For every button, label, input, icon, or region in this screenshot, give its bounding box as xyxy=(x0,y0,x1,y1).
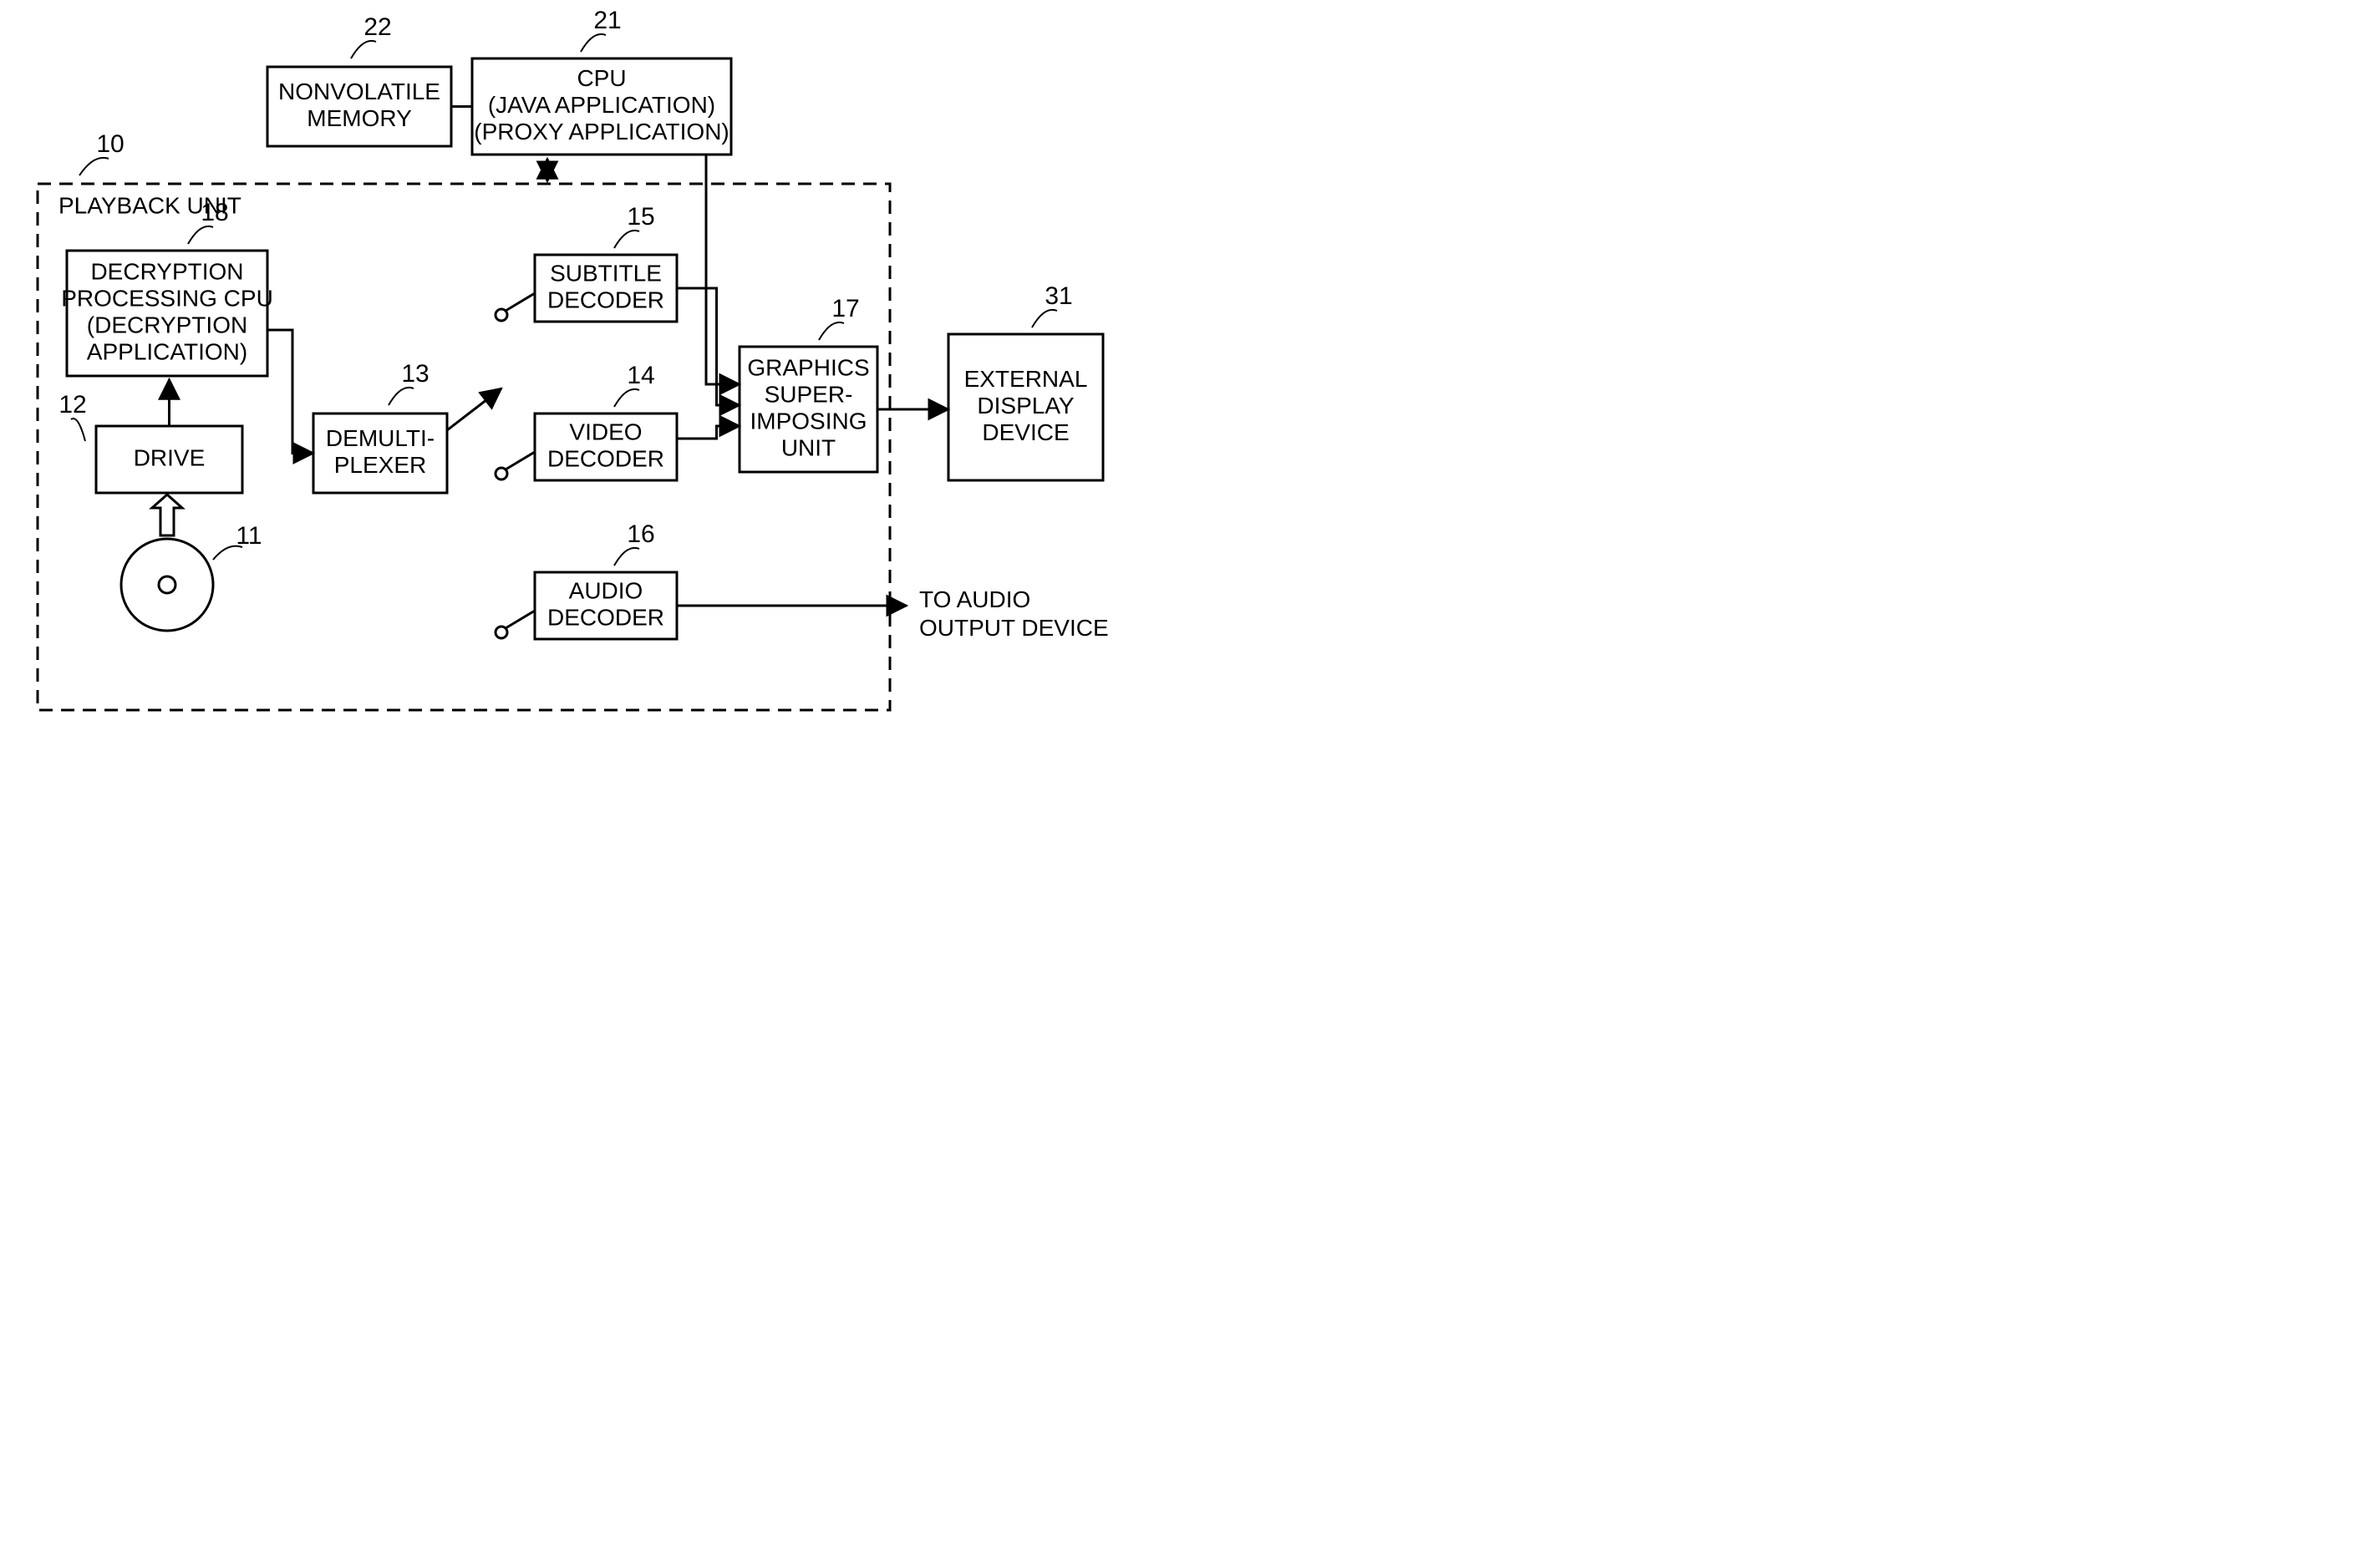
display-label: DISPLAY xyxy=(977,393,1075,419)
decrypt-label: PROCESSING CPU xyxy=(61,285,273,311)
display-label: DEVICE xyxy=(982,419,1069,445)
cpu-label: CPU xyxy=(577,65,626,91)
audio-label: DECODER xyxy=(547,604,664,630)
audio-refnum: 16 xyxy=(627,520,654,548)
display-refnum: 31 xyxy=(1045,282,1072,310)
graphics-label: UNIT xyxy=(781,434,836,460)
audio-output-label: TO AUDIO OUTPUT DEVICE xyxy=(919,586,1109,641)
graphics-label: SUPER- xyxy=(765,381,853,407)
cpu-refnum: 21 xyxy=(593,7,621,34)
video-label: DECODER xyxy=(547,445,664,471)
demux-refnum: 13 xyxy=(401,360,429,388)
video-refnum: 14 xyxy=(627,362,654,389)
audio-label: AUDIO xyxy=(569,577,643,603)
blocks-group: NONVOLATILEMEMORY CPU(JAVA APPLICATION)(P… xyxy=(61,58,1103,639)
graphics-refnum: 17 xyxy=(831,295,859,322)
subtitle-refnum: 15 xyxy=(627,203,654,231)
display-label: EXTERNAL xyxy=(964,366,1088,392)
demux-label: PLEXER xyxy=(334,452,427,478)
nvmem-label: MEMORY xyxy=(307,105,412,131)
decrypt-label: DECRYPTION xyxy=(90,258,243,284)
video-label: VIDEO xyxy=(569,419,642,444)
demux-label: DEMULTI- xyxy=(326,425,435,451)
drive-label: DRIVE xyxy=(134,444,206,470)
disc-refnum: 11 xyxy=(236,522,262,550)
playback-unit-refnum: 10 xyxy=(96,130,124,158)
cpu-label: (PROXY APPLICATION) xyxy=(474,119,729,145)
graphics-label: IMPOSING xyxy=(750,408,867,434)
disc-icon xyxy=(121,539,213,631)
drive-refnum: 12 xyxy=(58,391,86,419)
nvmem-label: NONVOLATILE xyxy=(278,79,440,104)
decrypt-label: APPLICATION) xyxy=(87,338,247,364)
nvmem-refnum: 22 xyxy=(363,13,391,41)
cpu-label: (JAVA APPLICATION) xyxy=(488,92,715,118)
graphics-label: GRAPHICS xyxy=(747,354,869,380)
subtitle-label: SUBTITLE xyxy=(550,260,662,286)
decrypt-label: (DECRYPTION xyxy=(87,312,247,337)
subtitle-label: DECODER xyxy=(547,287,664,312)
decrypt-refnum: 18 xyxy=(201,199,228,226)
